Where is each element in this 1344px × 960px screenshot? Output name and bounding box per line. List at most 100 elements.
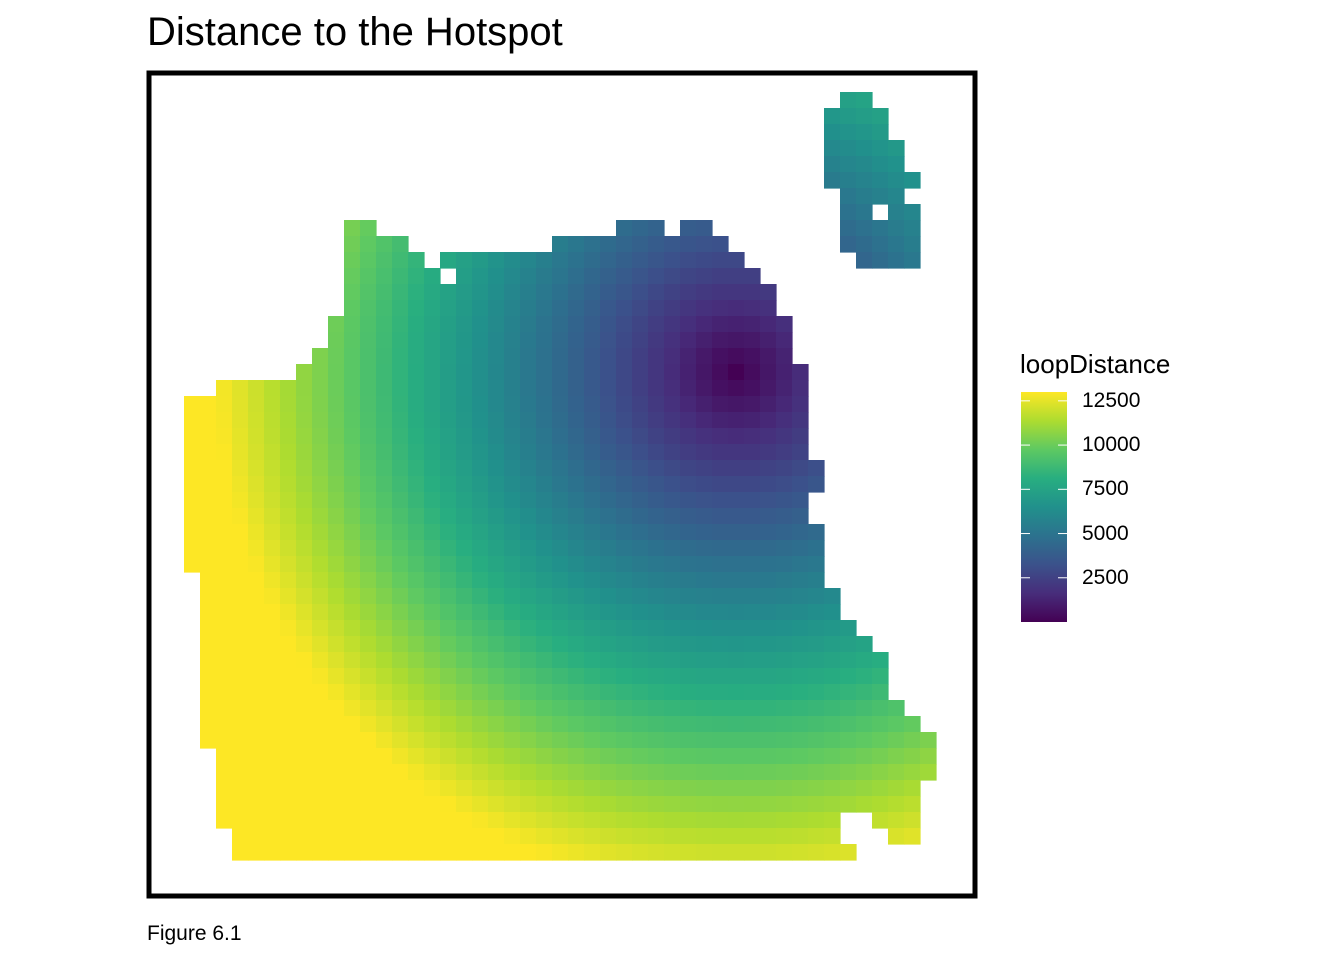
heatmap-cell: [472, 492, 489, 509]
heatmap-cell: [408, 684, 425, 701]
heatmap-cell: [536, 428, 553, 445]
heatmap-cell: [776, 684, 793, 701]
heatmap-cell: [360, 524, 377, 541]
heatmap-cell: [568, 700, 585, 717]
heatmap-cell: [376, 540, 393, 557]
heatmap-cell: [600, 716, 617, 733]
heatmap-cell: [744, 316, 761, 333]
legend-colorbar: [1021, 392, 1067, 622]
heatmap-cell: [440, 332, 457, 349]
heatmap-cell: [888, 716, 905, 733]
heatmap-cell: [696, 332, 713, 349]
heatmap-cell: [520, 428, 537, 445]
heatmap-cell: [424, 300, 441, 317]
heatmap-cell: [200, 428, 217, 445]
heatmap-cell: [680, 476, 697, 493]
heatmap-cell: [184, 396, 201, 413]
heatmap-cell: [360, 604, 377, 621]
heatmap-cell: [808, 716, 825, 733]
heatmap-cell: [568, 316, 585, 333]
heatmap-cell: [376, 364, 393, 381]
heatmap-cell: [216, 636, 233, 653]
heatmap-cell: [360, 428, 377, 445]
heatmap-cell: [648, 364, 665, 381]
heatmap-cell: [360, 812, 377, 829]
heatmap-cell: [344, 844, 361, 861]
heatmap-cell: [616, 364, 633, 381]
heatmap-cell: [328, 492, 345, 509]
heatmap-cell: [824, 732, 841, 749]
heatmap-cell: [440, 524, 457, 541]
heatmap-cell: [536, 300, 553, 317]
heatmap-cell: [616, 844, 633, 861]
heatmap-cell: [728, 492, 745, 509]
heatmap-cell: [568, 284, 585, 301]
heatmap-cell: [392, 396, 409, 413]
heatmap-cell: [568, 668, 585, 685]
heatmap-cell: [744, 540, 761, 557]
heatmap-cell: [440, 572, 457, 589]
heatmap-cell: [488, 700, 505, 717]
heatmap-cell: [600, 604, 617, 621]
heatmap-cell: [184, 428, 201, 445]
heatmap-cell: [792, 844, 809, 861]
heatmap-cell: [280, 572, 297, 589]
heatmap-cell: [408, 620, 425, 637]
heatmap-cell: [792, 572, 809, 589]
heatmap-cell: [648, 588, 665, 605]
heatmap-cell: [456, 748, 473, 765]
heatmap-cell: [248, 556, 265, 573]
heatmap-cell: [584, 796, 601, 813]
heatmap-cell: [424, 796, 441, 813]
heatmap-cell: [664, 300, 681, 317]
heatmap-cell: [888, 732, 905, 749]
heatmap-cell: [696, 444, 713, 461]
heatmap-cell: [456, 396, 473, 413]
heatmap-cell: [760, 588, 777, 605]
heatmap-cell: [600, 812, 617, 829]
heatmap-cell: [728, 524, 745, 541]
heatmap-cell: [456, 636, 473, 653]
heatmap-cell: [792, 748, 809, 765]
heatmap-cell: [504, 316, 521, 333]
heatmap-cell: [360, 348, 377, 365]
heatmap-cell: [232, 812, 249, 829]
heatmap-cell: [216, 588, 233, 605]
heatmap-cell: [296, 620, 313, 637]
heatmap-cell: [200, 668, 217, 685]
heatmap-cell: [456, 380, 473, 397]
heatmap-cell: [440, 476, 457, 493]
heatmap-cell: [728, 252, 745, 269]
heatmap-cell: [712, 444, 729, 461]
heatmap-cell: [408, 812, 425, 829]
heatmap-cell: [456, 492, 473, 509]
heatmap-cell: [264, 748, 281, 765]
heatmap-cell: [424, 316, 441, 333]
heatmap-cell: [568, 396, 585, 413]
heatmap-cell: [360, 588, 377, 605]
heatmap-cell: [568, 796, 585, 813]
heatmap-cell: [344, 652, 361, 669]
heatmap-cell: [744, 716, 761, 733]
heatmap-cell: [712, 652, 729, 669]
heatmap-cell: [376, 524, 393, 541]
heatmap-cell: [424, 380, 441, 397]
heatmap-cell: [392, 604, 409, 621]
heatmap-cell: [504, 492, 521, 509]
heatmap-cell: [840, 780, 857, 797]
heatmap-cell: [280, 380, 297, 397]
heatmap-cell: [584, 332, 601, 349]
heatmap-cell: [856, 108, 873, 125]
heatmap-cell: [472, 588, 489, 605]
heatmap-cell: [248, 668, 265, 685]
heatmap-cell: [632, 460, 649, 477]
heatmap-cell: [472, 556, 489, 573]
heatmap-cell: [856, 700, 873, 717]
heatmap-cell: [760, 476, 777, 493]
heatmap-cell: [376, 652, 393, 669]
heatmap-cell: [488, 540, 505, 557]
heatmap-cell: [696, 396, 713, 413]
heatmap-cell: [344, 812, 361, 829]
heatmap-cell: [376, 492, 393, 509]
heatmap-cell: [376, 332, 393, 349]
